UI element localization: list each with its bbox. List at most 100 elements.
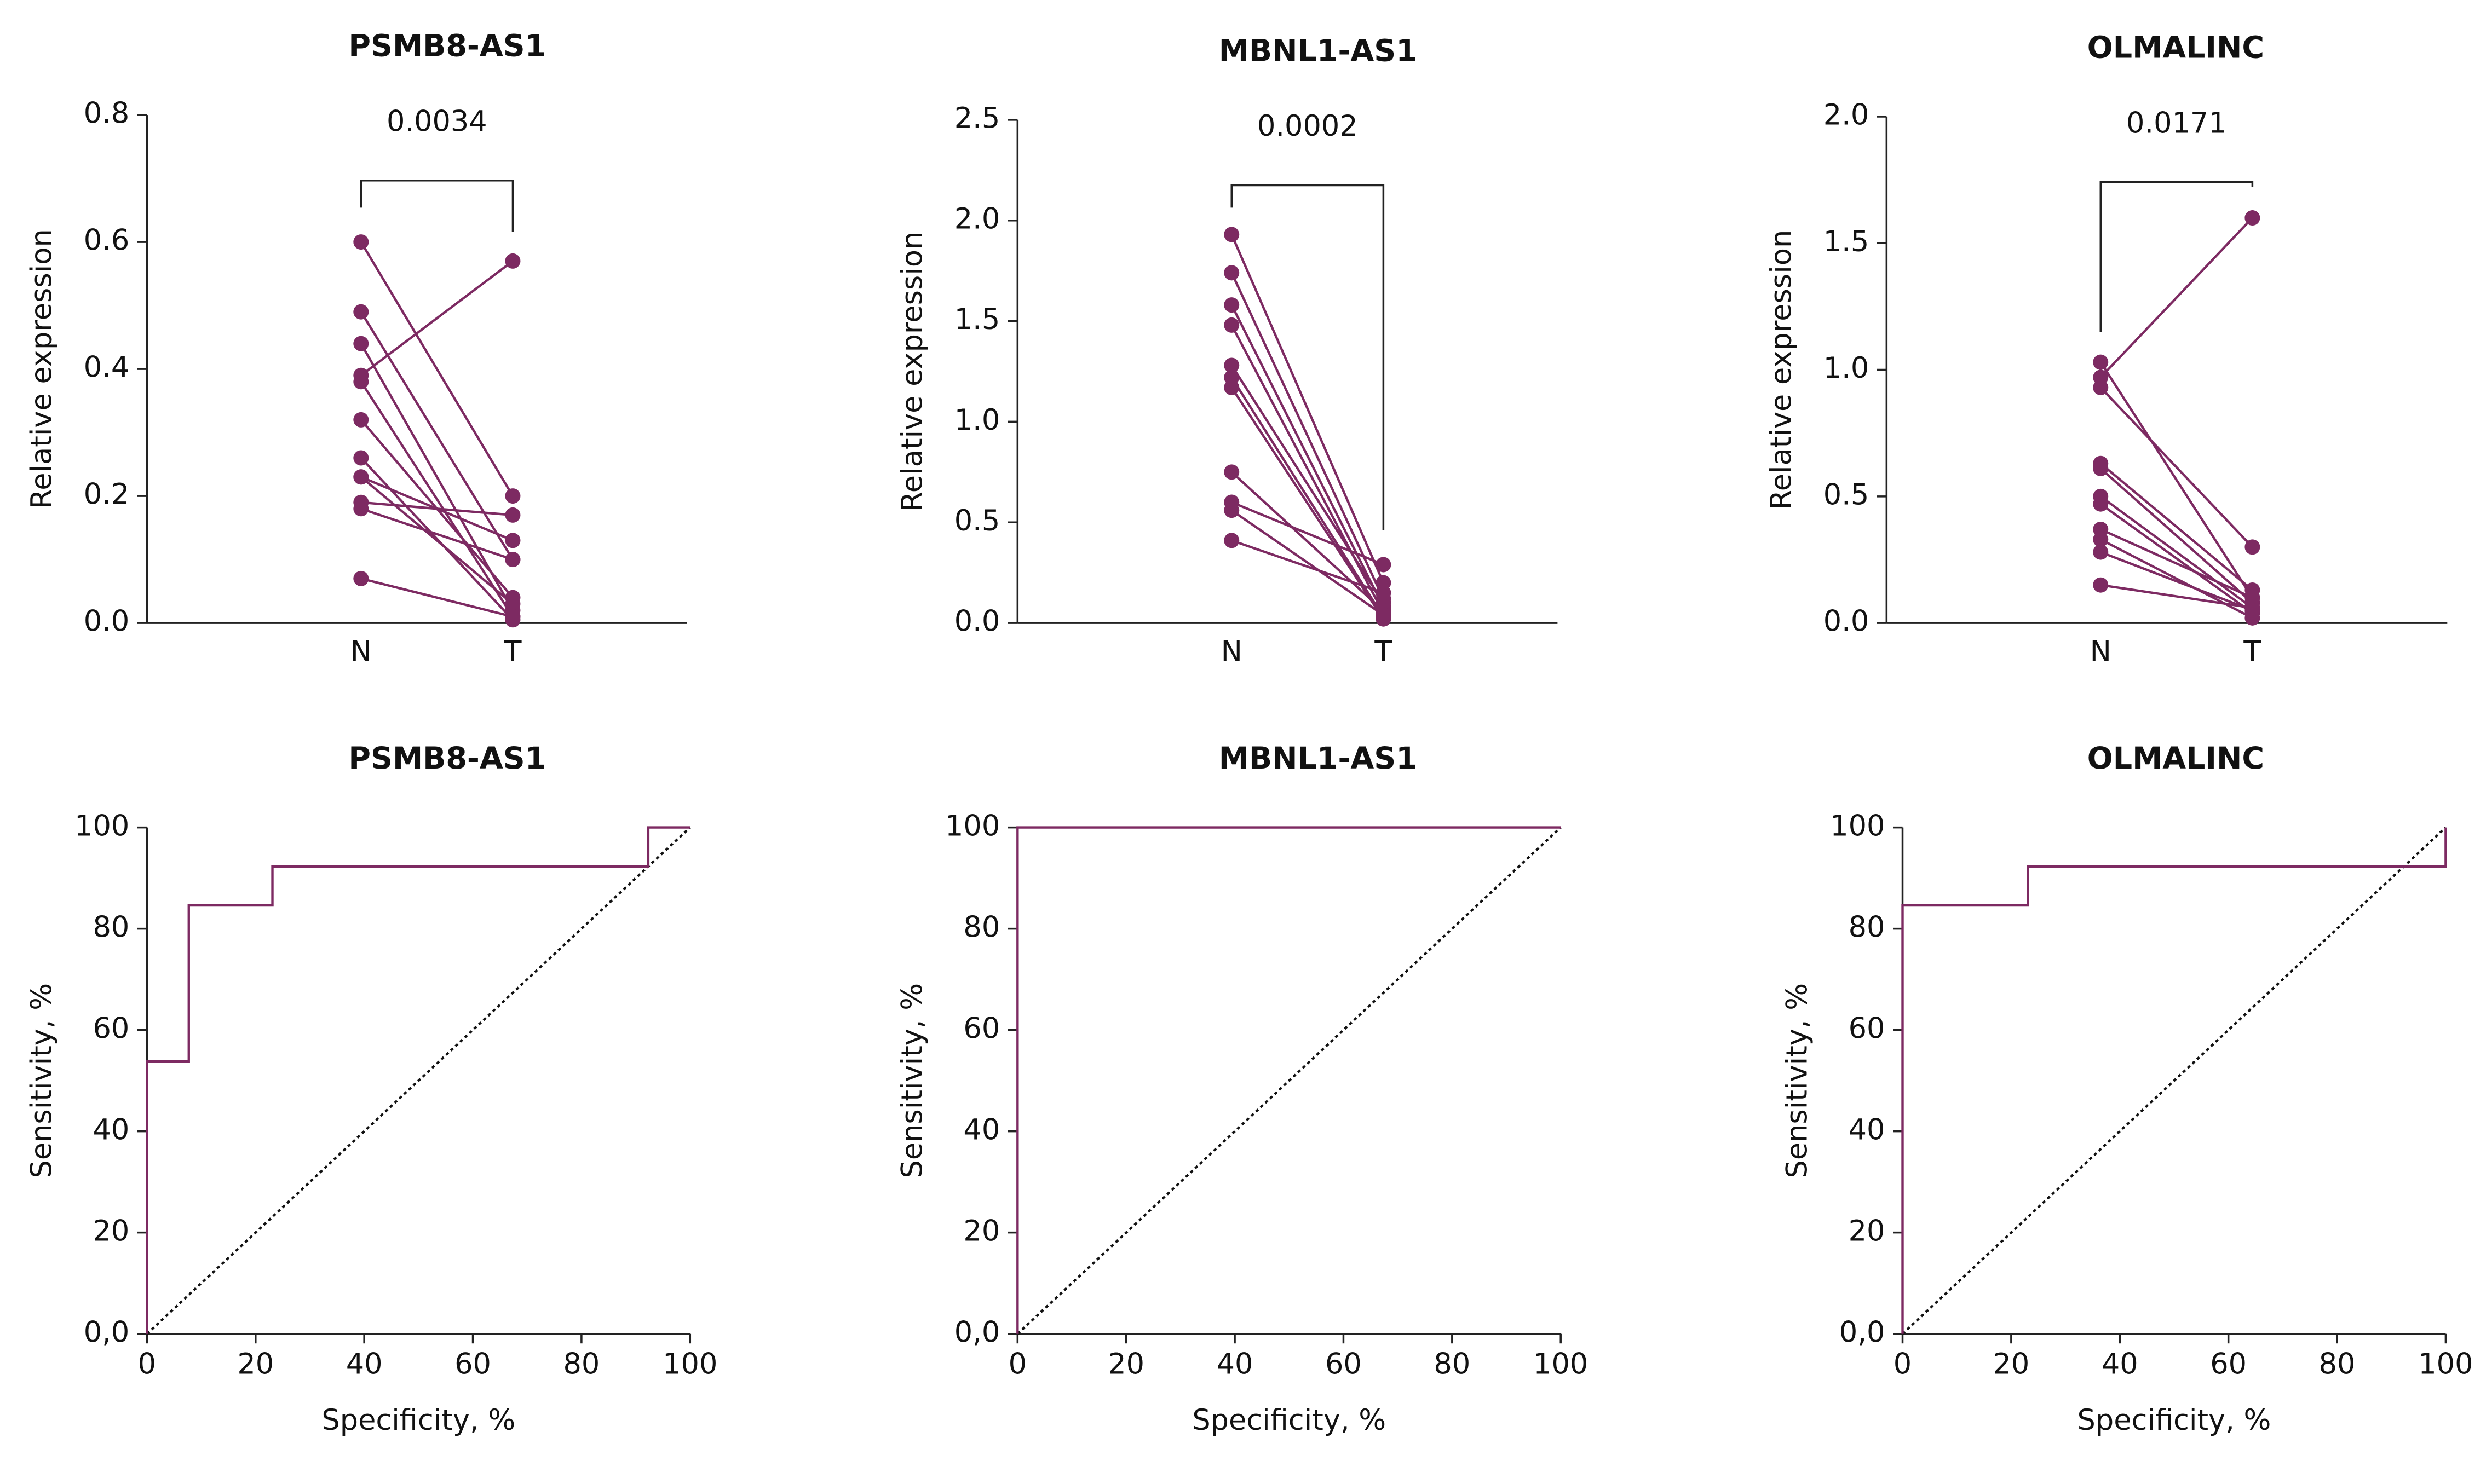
y-tick-label: 0.6: [84, 224, 129, 257]
y-axis-label: Sensitivity, %: [895, 983, 929, 1179]
y-tick-label: 0.2: [84, 478, 129, 511]
x-tick-label: 80: [563, 1348, 600, 1381]
chart-title: PSMB8-AS1: [348, 29, 546, 64]
pair-line: [1230, 234, 1385, 584]
dot: [2244, 600, 2260, 616]
significance-bracket: [1230, 184, 1385, 530]
dot: [2093, 354, 2109, 370]
pair-line: [1231, 539, 1384, 594]
y-axis-label: Sensitivity, %: [1781, 983, 1814, 1179]
dot: [505, 507, 521, 523]
pair-line: [2099, 386, 2253, 548]
pair-line: [1230, 386, 1385, 620]
x-tick-label: 80: [2319, 1348, 2356, 1381]
pair-line: [1230, 272, 1385, 599]
y-tick-label: 20: [93, 1214, 129, 1248]
pair-line: [360, 577, 513, 618]
y-axis-label: Relative expression: [1764, 230, 1798, 510]
x-tick-label: 40: [1217, 1348, 1253, 1381]
dot: [2093, 460, 2109, 476]
y-tick-label: 40: [93, 1113, 129, 1146]
dot: [353, 450, 369, 466]
pair-line: [2099, 463, 2253, 591]
dot: [1224, 297, 1240, 313]
dot: [1224, 533, 1240, 548]
x-tick-label: 0: [1894, 1348, 1912, 1381]
pair-line: [360, 476, 514, 605]
pair-line: [1231, 509, 1384, 616]
dot: [353, 469, 369, 485]
chart-title: MBNL1-AS1: [1219, 33, 1417, 68]
y-tick-label: 60: [1849, 1012, 1885, 1045]
y-axis-label: Sensitivity, %: [25, 983, 58, 1179]
y-tick-label: 40: [1849, 1113, 1885, 1146]
y-tick-label: 0,0: [1839, 1315, 1885, 1349]
dot: [505, 533, 521, 548]
dot: [2244, 210, 2260, 226]
dot: [505, 609, 521, 625]
y-tick-label: 0.5: [954, 504, 1000, 538]
x-axis-label: Specificity, %: [2077, 1404, 2271, 1437]
significance-bracket: [2099, 181, 2254, 332]
x-tick-label: 80: [1434, 1348, 1470, 1381]
x-tick-label: 40: [2102, 1348, 2138, 1381]
dot: [353, 234, 369, 250]
y-tick-label: 0.0: [84, 605, 129, 638]
y-tick-label: 80: [1849, 910, 1885, 944]
x-tick-label: T: [1374, 635, 1392, 668]
dot: [2093, 496, 2109, 512]
x-tick-label: 0: [138, 1348, 156, 1381]
y-tick-label: 0,0: [84, 1315, 129, 1349]
roc-curve: [1016, 826, 1561, 1334]
chart-title: PSMB8-AS1: [348, 741, 546, 776]
y-tick-label: 1.5: [1823, 225, 1869, 258]
dot: [1224, 265, 1240, 281]
p-value: 0.0034: [387, 105, 487, 138]
pair-line: [2099, 217, 2253, 378]
dot: [353, 570, 369, 586]
x-tick-label: 20: [1108, 1348, 1144, 1381]
x-tick-label: 60: [1325, 1348, 1362, 1381]
pair-line: [1230, 471, 1384, 612]
y-tick-label: 2.5: [954, 101, 1000, 135]
pair-line: [1230, 304, 1385, 608]
y-tick-label: 40: [963, 1113, 1000, 1146]
pair-line: [1230, 377, 1385, 618]
dot: [1376, 557, 1391, 573]
reference-line: [1902, 827, 2447, 1335]
pair-line: [360, 260, 514, 377]
dot: [353, 501, 369, 517]
p-value: 0.0002: [1257, 109, 1358, 143]
dot: [505, 596, 521, 612]
pair-line: [361, 501, 513, 517]
pair-line: [2099, 503, 2253, 614]
pair-line: [2100, 584, 2253, 609]
pair-line: [2099, 361, 2254, 599]
pair-line: [1230, 324, 1385, 614]
dot: [2093, 544, 2109, 560]
pair-line: [1230, 365, 1385, 604]
y-tick-label: 2.0: [1823, 99, 1869, 132]
y-tick-label: 80: [963, 910, 1000, 944]
x-tick-label: 100: [663, 1348, 717, 1381]
dot: [505, 488, 521, 504]
x-tick-label: 60: [2210, 1348, 2247, 1381]
roc-curve: [146, 826, 690, 1334]
dot: [1224, 357, 1240, 373]
y-tick-label: 1.0: [954, 403, 1000, 437]
y-tick-label: 0.8: [84, 97, 129, 130]
y-tick-label: 60: [963, 1012, 1000, 1045]
dot: [353, 374, 369, 390]
roc-curve: [1901, 827, 2447, 1334]
chart-title: OLMALINC: [2087, 741, 2264, 776]
y-tick-label: 0.5: [1823, 478, 1869, 511]
y-tick-label: 60: [93, 1012, 129, 1045]
dot: [353, 336, 369, 351]
x-axis-label: Specificity, %: [1192, 1404, 1386, 1437]
pair-line: [360, 311, 514, 561]
p-value: 0.0171: [2126, 106, 2227, 140]
y-tick-label: 20: [1849, 1214, 1885, 1248]
x-tick-label: 40: [346, 1348, 383, 1381]
